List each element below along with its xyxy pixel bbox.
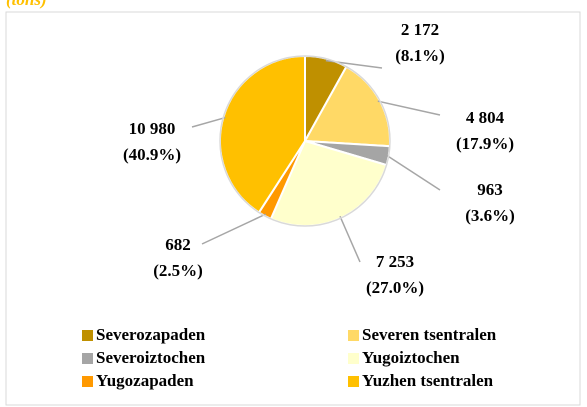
- data-label: 682: [165, 235, 191, 254]
- leader-line: [191, 116, 226, 128]
- data-label: 10 980: [129, 119, 176, 138]
- legend-swatch: [348, 353, 359, 364]
- legend-label: Yugozapaden: [96, 371, 194, 390]
- leader-line: [201, 213, 267, 245]
- legend-swatch: [348, 376, 359, 387]
- leader-line: [339, 215, 361, 263]
- data-label-percent: (8.1%): [395, 46, 445, 65]
- legend-label: Yuzhen tsentralen: [362, 371, 494, 390]
- data-label: 4 804: [466, 108, 505, 127]
- leader-line: [377, 100, 441, 116]
- data-label: 963: [477, 180, 503, 199]
- data-label-percent: (2.5%): [153, 261, 203, 280]
- data-label: 2 172: [401, 20, 439, 39]
- pie-outline: [219, 55, 391, 227]
- legend-swatch: [82, 376, 93, 387]
- data-label: 7 253: [376, 252, 414, 271]
- legend-label: Yugoiztochen: [362, 348, 460, 367]
- legend-label: Severozapaden: [96, 325, 206, 344]
- legend-label: Severen tsentralen: [362, 325, 497, 344]
- data-label-percent: (40.9%): [123, 145, 181, 164]
- legend-swatch: [348, 330, 359, 341]
- unit-label: (tons): [6, 0, 47, 9]
- legend-swatch: [82, 353, 93, 364]
- data-label-percent: (27.0%): [366, 278, 424, 297]
- data-label-percent: (17.9%): [456, 134, 514, 153]
- data-label-percent: (3.6%): [465, 206, 515, 225]
- leader-line: [386, 154, 441, 191]
- legend-swatch: [82, 330, 93, 341]
- legend-label: Severoiztochen: [96, 348, 206, 367]
